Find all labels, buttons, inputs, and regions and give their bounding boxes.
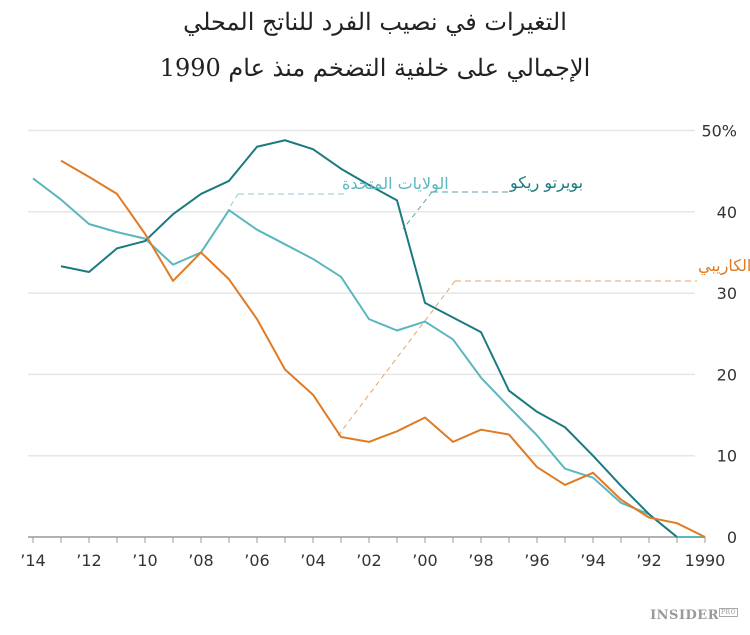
x-tick-label: 1990 <box>685 551 726 570</box>
x-tick-label: ’02 <box>356 551 381 570</box>
x-tick-label: ’12 <box>76 551 101 570</box>
x-tick-label: ’06 <box>244 551 269 570</box>
label-leader-line <box>227 193 239 211</box>
x-tick-label: ’10 <box>132 551 157 570</box>
chart-title-line1: التغيرات في نصيب الفرد للناتج المحلي <box>183 8 567 36</box>
x-tick-label: ’92 <box>636 551 661 570</box>
x-tick-label: ’98 <box>468 551 493 570</box>
series-label-2: أمريكا اللاتينية ومنطقة البحر الكاريبي <box>698 255 750 276</box>
x-tick-label: ’14 <box>20 551 45 570</box>
series-line-0 <box>32 177 705 538</box>
series-label-0: الولايات المتحدة <box>342 174 449 194</box>
x-tick-label: ’94 <box>580 551 605 570</box>
series-label-1: بويرتو ريكو <box>509 173 583 193</box>
y-tick-label: 20 <box>717 365 737 384</box>
y-tick-label: 40 <box>717 203 737 222</box>
x-tick-label: ’04 <box>300 551 325 570</box>
x-tick-label: ’00 <box>412 551 437 570</box>
x-tick-label: ’08 <box>188 551 213 570</box>
x-tick-label: ’96 <box>524 551 549 570</box>
label-leader-line <box>336 280 456 438</box>
y-tick-label: 0 <box>727 528 737 547</box>
y-tick-label: 10 <box>717 447 737 466</box>
y-tick-label: 50% <box>701 122 737 141</box>
series-line-2 <box>60 159 706 538</box>
insider-pro-logo: INSIDER PRO <box>650 607 738 623</box>
series-line-1 <box>60 139 678 538</box>
chart-title-line2: الإجمالي على خلفية التضخم منذ عام 1990 <box>159 54 591 82</box>
label-leader-line <box>402 191 433 230</box>
y-tick-label: 30 <box>717 284 737 303</box>
